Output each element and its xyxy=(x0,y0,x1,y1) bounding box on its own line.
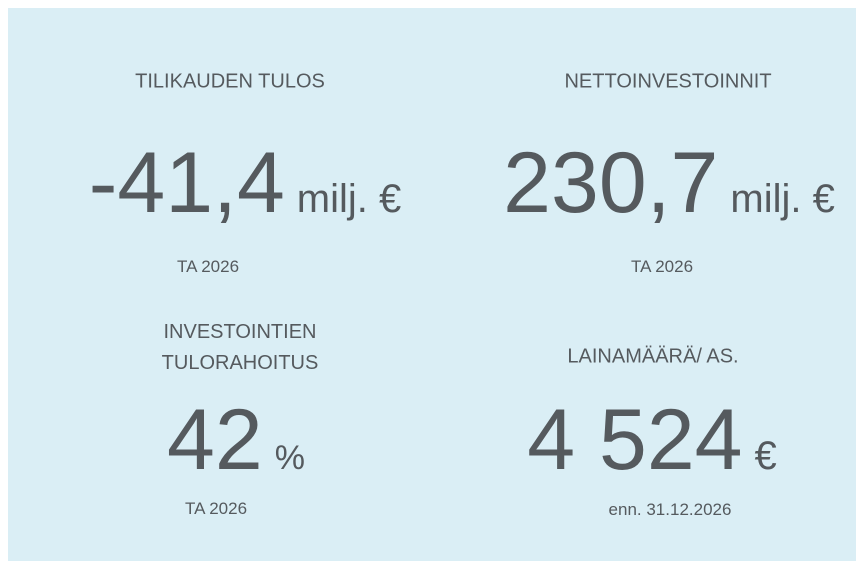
kpi-label: LAINAMÄÄRÄ/ AS. xyxy=(567,345,739,368)
kpi-unit: milj. € xyxy=(296,177,402,221)
kpi-value-line: 230,7 milj. € xyxy=(503,140,835,226)
kpi-value: -41,4 xyxy=(88,135,285,231)
kpi-label: INVESTOINTIEN TULORAHOITUS xyxy=(161,321,319,374)
kpi-note: enn. 31.12.2026 xyxy=(608,500,732,519)
kpi-note: TA 2026 xyxy=(184,499,248,518)
kpi-label: NETTOINVESTOINNIT xyxy=(564,70,772,93)
kpi-unit: milj. € xyxy=(730,177,835,221)
kpi-value-line: 4 524 € xyxy=(527,397,776,483)
kpi-value-line: 42% xyxy=(167,397,305,483)
kpi-note: TA 2026 xyxy=(630,257,694,276)
kpi-value: 230,7 xyxy=(503,135,719,231)
kpi-note: TA 2026 xyxy=(176,257,240,276)
kpi-value: 4 524 xyxy=(527,392,743,488)
kpi-value: 42 xyxy=(167,392,263,488)
kpi-value-line: -41,4 milj. € xyxy=(89,140,401,226)
kpi-panel: TILIKAUDEN TULOS -41,4 milj. € TA 2026 NE… xyxy=(8,8,856,561)
kpi-label: TILIKAUDEN TULOS xyxy=(135,70,325,93)
kpi-unit: € xyxy=(754,434,777,478)
kpi-unit: % xyxy=(274,439,305,477)
